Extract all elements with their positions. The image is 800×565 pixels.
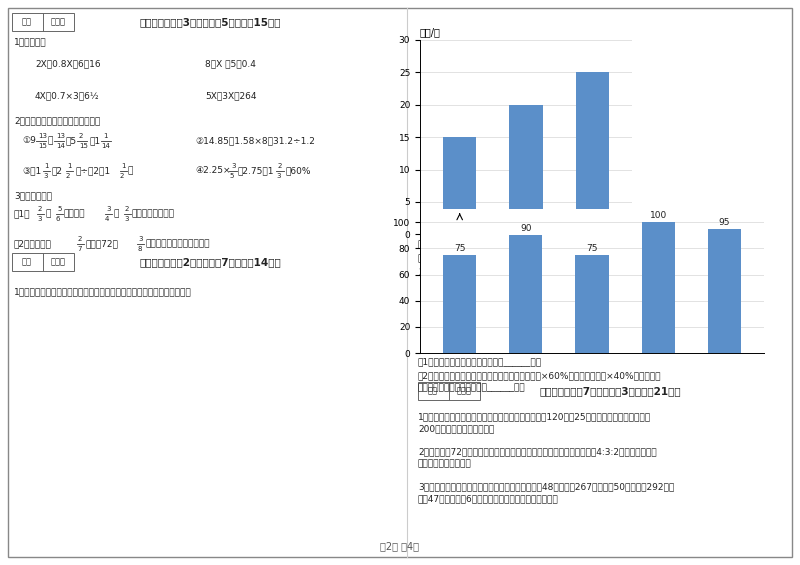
Text: 13: 13 xyxy=(38,133,47,139)
Text: 8：X ＝5：0.4: 8：X ＝5：0.4 xyxy=(205,59,256,68)
Text: ＋: ＋ xyxy=(47,136,52,145)
Text: 与: 与 xyxy=(113,209,118,218)
Text: （1）王平四次平时成绩的平均分是______分。: （1）王平四次平时成绩的平均分是______分。 xyxy=(418,357,542,366)
Bar xyxy=(510,235,542,353)
Text: （1）: （1） xyxy=(14,209,30,218)
Bar xyxy=(443,137,476,234)
Text: 15: 15 xyxy=(79,143,88,149)
Bar xyxy=(418,382,480,400)
Text: 评卷人: 评卷人 xyxy=(50,258,66,267)
Text: 200套，实际多少小时完成？: 200套，实际多少小时完成？ xyxy=(418,424,494,433)
Bar xyxy=(575,255,609,353)
Text: 得分: 得分 xyxy=(428,386,438,396)
Text: 6: 6 xyxy=(56,216,61,222)
Text: 得分: 得分 xyxy=(22,258,32,267)
Text: 1: 1 xyxy=(67,163,71,169)
Text: 3: 3 xyxy=(37,216,42,222)
Text: 1．解方程：: 1．解方程： xyxy=(14,37,46,46)
Text: 与: 与 xyxy=(45,209,50,218)
Bar xyxy=(12,253,74,271)
Text: 2: 2 xyxy=(125,206,130,212)
Bar xyxy=(510,105,542,234)
Text: ③（1: ③（1 xyxy=(22,166,42,175)
Text: 五、综合题（共2小题，每题7分，共计14分）: 五、综合题（共2小题，每题7分，共计14分） xyxy=(139,257,281,267)
Text: 7: 7 xyxy=(77,246,82,252)
Text: ①9: ①9 xyxy=(22,136,36,145)
Text: 2: 2 xyxy=(120,173,124,179)
Text: 2: 2 xyxy=(66,173,70,179)
Text: 100: 100 xyxy=(650,211,666,220)
Text: 3: 3 xyxy=(43,173,47,179)
Text: 2: 2 xyxy=(78,236,82,242)
Text: 90: 90 xyxy=(520,224,531,233)
Text: 5: 5 xyxy=(57,206,62,212)
Text: 5: 5 xyxy=(229,173,234,179)
Text: ④2.25×: ④2.25× xyxy=(195,166,230,175)
Text: （2）一个数的: （2）一个数的 xyxy=(14,239,52,248)
Text: （2）先由甲做3天，剩下的工程由丙接着做，还要______天完成.: （2）先由甲做3天，剩下的工程由丙接着做，还要______天完成. xyxy=(418,253,588,262)
Text: 14: 14 xyxy=(101,143,110,149)
Text: 15: 15 xyxy=(38,143,47,149)
Text: ＋60%: ＋60% xyxy=(285,166,310,175)
Text: 3: 3 xyxy=(138,236,142,242)
Text: 3: 3 xyxy=(106,206,110,212)
Bar xyxy=(443,255,476,353)
Text: ＋5: ＋5 xyxy=(65,136,76,145)
Text: 体积是多少立方厘米？: 体积是多少立方厘米？ xyxy=(418,459,472,468)
Text: 1: 1 xyxy=(44,163,49,169)
Text: 评卷人: 评卷人 xyxy=(50,18,66,27)
Text: 75: 75 xyxy=(454,244,466,253)
Text: 四、计算题（共3小题，每题5分，共计15分）: 四、计算题（共3小题，每题5分，共计15分） xyxy=(139,17,281,27)
Text: ）÷（2－1: ）÷（2－1 xyxy=(75,166,110,175)
Text: ＋2: ＋2 xyxy=(52,166,63,175)
Text: 3: 3 xyxy=(124,216,129,222)
Text: 2．脱式计算（能简算的要简算）：: 2．脱式计算（能简算的要简算）： xyxy=(14,116,100,125)
Text: 2: 2 xyxy=(278,163,282,169)
Text: 六、应用题（共7小题，每题3分，共计21分）: 六、应用题（共7小题，每题3分，共计21分） xyxy=(539,386,681,396)
Text: 4X＋0.7×3＝6½: 4X＋0.7×3＝6½ xyxy=(35,91,100,100)
Bar xyxy=(708,229,741,353)
Text: ，求这个数。（用方程解）: ，求这个数。（用方程解） xyxy=(145,239,210,248)
Text: 等于是72的: 等于是72的 xyxy=(85,239,118,248)
Text: 14: 14 xyxy=(56,143,65,149)
Text: 天数/天: 天数/天 xyxy=(420,27,441,37)
Text: 5X＋3X＝264: 5X＋3X＝264 xyxy=(205,91,257,100)
Text: －1: －1 xyxy=(89,136,100,145)
Text: 1．小太阳服装厂生产一批儿童服装，计划每小时生产120套，25小时完成。实际每小时生产: 1．小太阳服装厂生产一批儿童服装，计划每小时生产120套，25小时完成。实际每小… xyxy=(418,412,651,421)
Text: 1: 1 xyxy=(103,133,107,139)
Text: 评卷人: 评卷人 xyxy=(457,386,471,396)
Bar xyxy=(12,13,74,31)
Text: 2: 2 xyxy=(38,206,42,212)
Text: 的和，商是多少？: 的和，商是多少？ xyxy=(132,209,175,218)
Bar xyxy=(576,72,609,234)
Text: 得分: 得分 xyxy=(22,18,32,27)
Text: 8: 8 xyxy=(137,246,142,252)
Text: ）: ） xyxy=(128,166,134,175)
Text: （2）数学学期成绩是这样算的：平时成绩的平均分×60%＋期末测验成绩×40%，王平六年: （2）数学学期成绩是这样算的：平时成绩的平均分×60%＋期末测验成绩×40%，王… xyxy=(418,371,662,380)
Text: （1）甲、乙合作______天可以完成这项工程的75%.: （1）甲、乙合作______天可以完成这项工程的75%. xyxy=(418,239,565,248)
Text: ②14.85－1.58×8＋31.2÷1.2: ②14.85－1.58×8＋31.2÷1.2 xyxy=(195,136,315,145)
Text: 4: 4 xyxy=(105,216,110,222)
Text: 的和除以: 的和除以 xyxy=(64,209,86,218)
Text: 第2页 兲4页: 第2页 兲4页 xyxy=(381,541,419,551)
Bar xyxy=(642,222,674,353)
Text: 13: 13 xyxy=(56,133,65,139)
Text: 三班47人，每人做6个。六年级学生平均每人做多少个？: 三班47人，每人做6个。六年级学生平均每人做多少个？ xyxy=(418,494,558,503)
Text: 2．用一根长72厘米的铁丝围成一个长方体，这个长方体得长宽高的比是4:3:2，这个长方体的: 2．用一根长72厘米的铁丝围成一个长方体，这个长方体得长宽高的比是4:3:2，这… xyxy=(418,447,657,456)
Text: 级第一学期的数学学期成绩是______分。: 级第一学期的数学学期成绩是______分。 xyxy=(418,383,526,392)
Text: 3．列式计算：: 3．列式计算： xyxy=(14,191,52,200)
Text: 95: 95 xyxy=(718,218,730,227)
Text: 75: 75 xyxy=(586,244,598,253)
Text: 2X－0.8X－6＝16: 2X－0.8X－6＝16 xyxy=(35,59,101,68)
Text: 1．如图是甲、乙、丙三人单独完成某项工程所需天数统计图，看图填空：: 1．如图是甲、乙、丙三人单独完成某项工程所需天数统计图，看图填空： xyxy=(14,287,192,296)
Text: 3．手工制作比赛中，六年级学生做泥人玩具，一班48人，共做267个；二班50人，共做292个；: 3．手工制作比赛中，六年级学生做泥人玩具，一班48人，共做267个；二班50人，… xyxy=(418,482,674,491)
Text: ＋2.75＋1: ＋2.75＋1 xyxy=(238,166,274,175)
Text: 2．如图是王平六年级第一学期四次数学平时成绩和数学期末测试成绩统计图，请根据图填空：: 2．如图是王平六年级第一学期四次数学平时成绩和数学期末测试成绩统计图，请根据图填… xyxy=(418,267,644,276)
Text: 3: 3 xyxy=(231,163,235,169)
Text: 1: 1 xyxy=(121,163,126,169)
Text: 2: 2 xyxy=(79,133,83,139)
Text: 3: 3 xyxy=(276,173,281,179)
